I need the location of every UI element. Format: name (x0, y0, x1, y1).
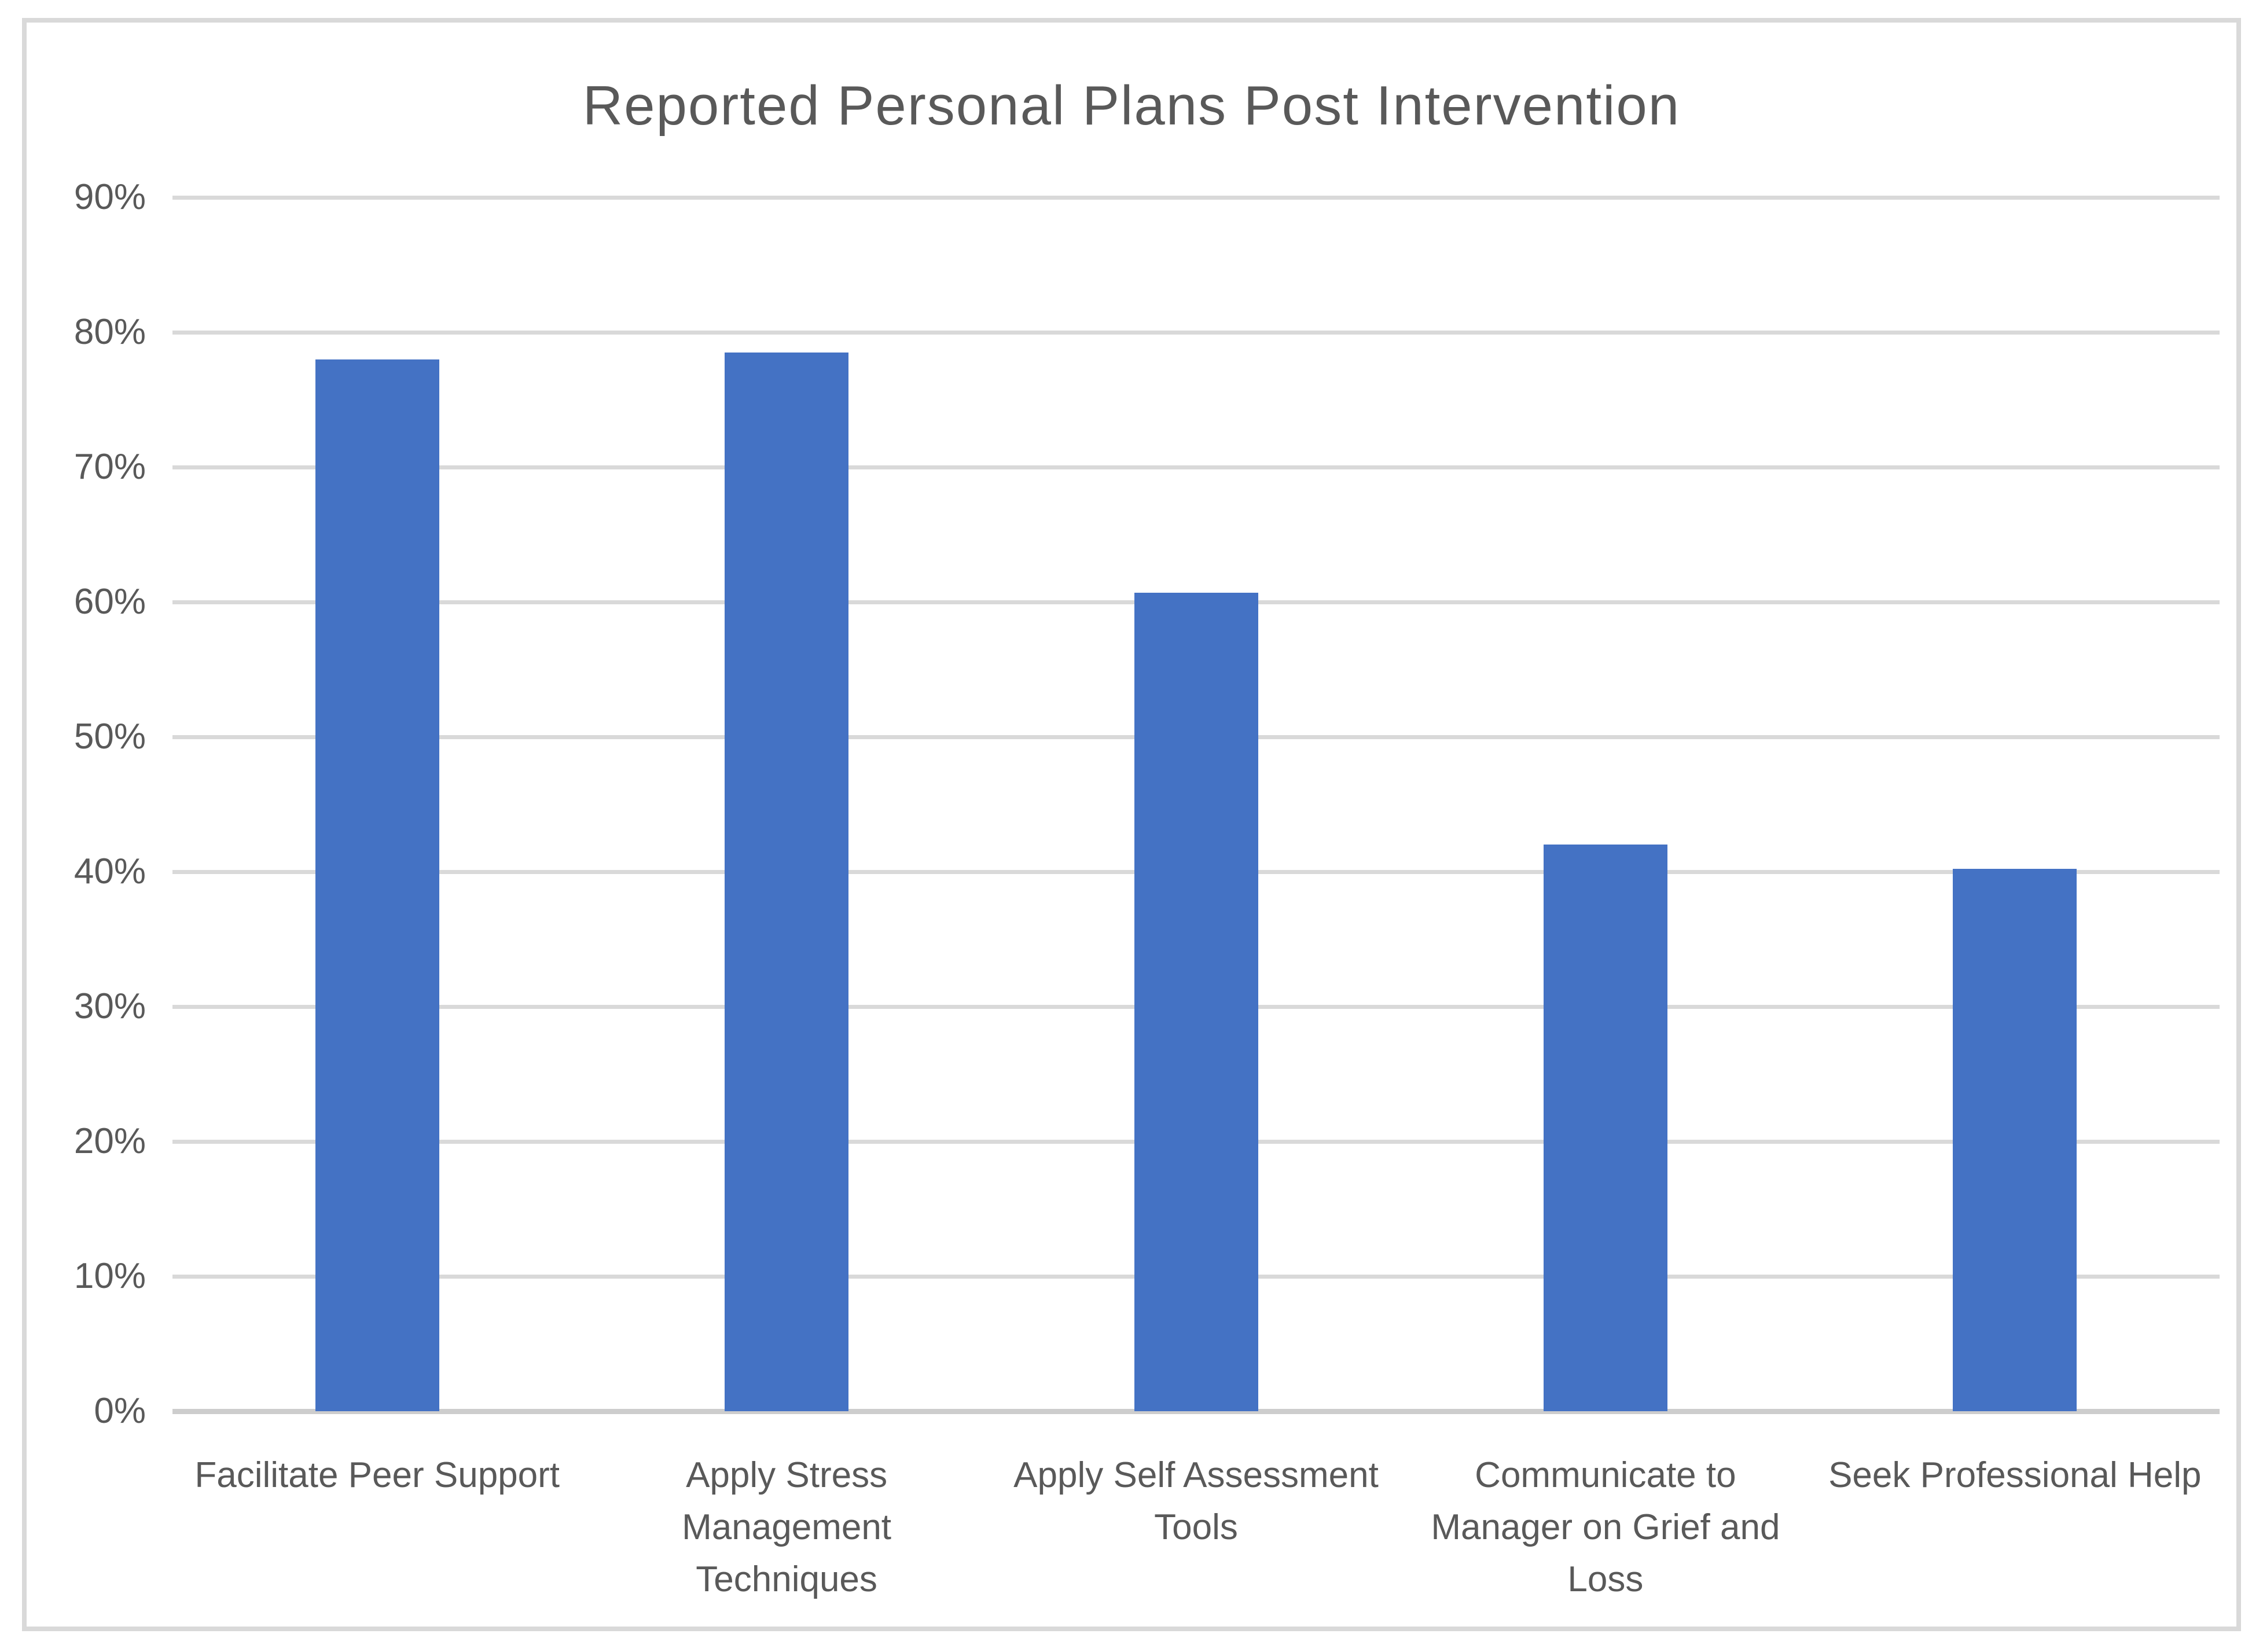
gridline-70 (172, 465, 2220, 469)
x-category-label-apply-self-assessment-tools: Apply Self Assessment Tools (1013, 1455, 1379, 1547)
y-tick-label-80: 80% (74, 312, 146, 352)
y-tick-label-70: 70% (74, 447, 146, 487)
gridline-90 (172, 196, 2220, 200)
bar-seek-professional-help (1953, 869, 2077, 1411)
bar-apply-self-assessment-tools (1134, 592, 1258, 1411)
x-category-label-facilitate-peer-support: Facilitate Peer Support (194, 1455, 560, 1495)
x-category-label-apply-stress-management-techniques: Apply Stress Management Techniques (682, 1455, 892, 1599)
y-tick-label-30: 30% (74, 986, 146, 1026)
bar-facilitate-peer-support (315, 359, 439, 1411)
y-tick-label-20: 20% (74, 1121, 146, 1161)
chart-title: Reported Personal Plans Post Interventio… (582, 75, 1681, 137)
y-tick-label-0: 0% (94, 1391, 146, 1431)
x-category-label-communicate-to-manager-on-grief-and-loss: Communicate to Manager on Grief and Loss (1431, 1455, 1780, 1599)
y-tick-label-50: 50% (74, 717, 146, 757)
y-tick-label-60: 60% (74, 582, 146, 622)
y-tick-label-40: 40% (74, 851, 146, 891)
x-axis-line (172, 1409, 2220, 1414)
y-tick-label-90: 90% (74, 177, 146, 217)
gridline-80 (172, 331, 2220, 335)
x-category-label-seek-professional-help: Seek Professional Help (1828, 1455, 2202, 1495)
bar-apply-stress-management-techniques (725, 352, 849, 1411)
y-tick-label-10: 10% (74, 1256, 146, 1296)
bar-communicate-to-manager-on-grief-and-loss (1543, 845, 1667, 1411)
plot-area (172, 196, 2220, 1414)
